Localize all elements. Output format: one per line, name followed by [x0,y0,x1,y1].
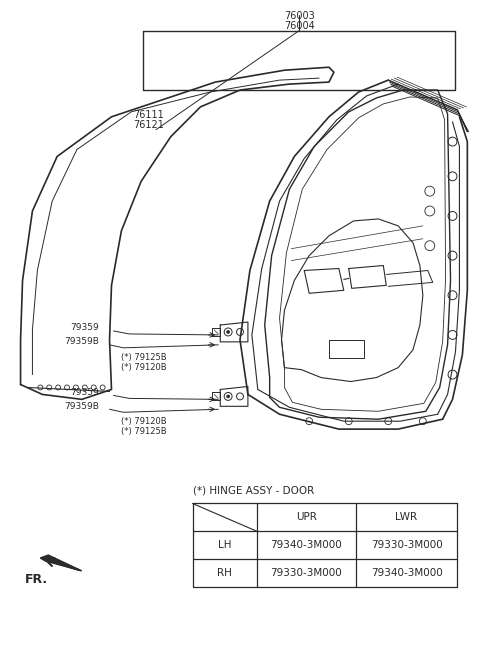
Circle shape [227,395,229,398]
Text: 79340-3M000: 79340-3M000 [270,540,342,550]
Text: UPR: UPR [296,513,317,522]
Text: 79359B: 79359B [64,402,99,411]
Text: 79330-3M000: 79330-3M000 [371,540,443,550]
Text: 76121: 76121 [133,119,164,130]
Text: LWR: LWR [396,513,418,522]
Text: (*) 79125B: (*) 79125B [121,353,167,362]
Text: 79340-3M000: 79340-3M000 [371,568,443,578]
Text: LH: LH [218,540,231,550]
Text: 76111: 76111 [133,110,164,119]
Text: (*) 79120B: (*) 79120B [121,417,167,426]
Text: RH: RH [217,568,232,578]
Text: 76004: 76004 [284,21,315,31]
Polygon shape [40,555,82,571]
Text: 79359: 79359 [70,323,99,332]
Text: 79359: 79359 [70,388,99,397]
Text: FR.: FR. [24,573,48,586]
Text: (*) HINGE ASSY - DOOR: (*) HINGE ASSY - DOOR [192,486,314,496]
Text: 79330-3M000: 79330-3M000 [270,568,342,578]
Text: (*) 79125B: (*) 79125B [121,426,167,436]
Text: 79359B: 79359B [64,338,99,346]
Circle shape [227,330,229,334]
Text: 76003: 76003 [284,10,315,21]
Text: (*) 79120B: (*) 79120B [121,363,167,372]
